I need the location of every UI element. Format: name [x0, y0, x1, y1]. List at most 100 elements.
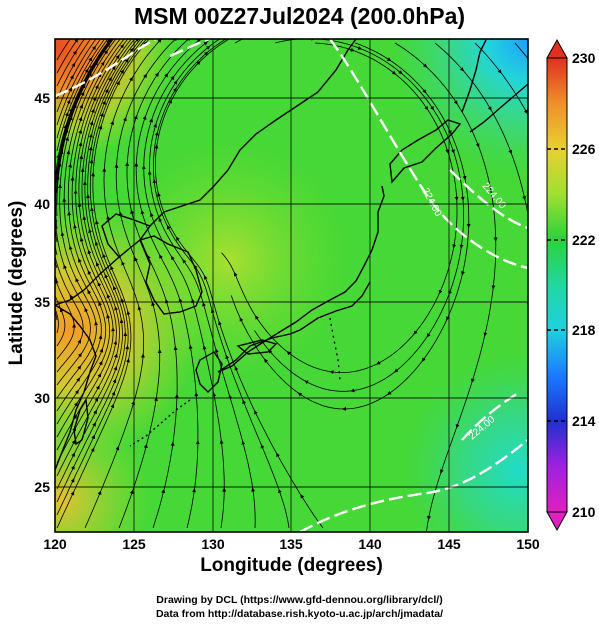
- coastline-honshu-south: [217, 281, 371, 373]
- streamline-arrow: [64, 128, 69, 134]
- streamline: [56, 39, 144, 503]
- streamline-arrow: [455, 423, 460, 429]
- streamline-arrow: [239, 317, 244, 322]
- streamline-arrow: [97, 282, 102, 287]
- coastline-ryukyu: [129, 399, 191, 447]
- streamline-arrow: [137, 306, 142, 311]
- streamline-arrow: [129, 47, 134, 53]
- streamline-arrow: [91, 45, 96, 51]
- streamline-arrow: [88, 228, 93, 234]
- streamline-arrow: [73, 402, 78, 407]
- streamline-arrow: [161, 488, 166, 494]
- streamline-arrow: [113, 353, 118, 359]
- streamline: [514, 42, 528, 59]
- streamline: [55, 254, 84, 373]
- streamline-arrow: [65, 136, 70, 142]
- streamline-arrow: [126, 310, 131, 316]
- streamline-arrow: [149, 212, 154, 217]
- streamline-arrow: [60, 231, 65, 237]
- streamline: [434, 42, 528, 218]
- streamline-arrow: [88, 146, 93, 151]
- streamline-arrow: [182, 259, 187, 264]
- streamline-arrow: [508, 149, 513, 155]
- streamline-arrow: [233, 272, 238, 277]
- streamline: [56, 39, 129, 438]
- streamline-arrow: [77, 339, 81, 344]
- streamline-arrow: [98, 125, 103, 130]
- coastline-korea: [139, 235, 203, 315]
- streamline-arrow: [94, 84, 99, 90]
- streamline: [394, 42, 497, 532]
- x-tick-label: 130: [201, 536, 225, 552]
- streamline-arrow: [461, 270, 465, 276]
- coastline-shikoku: [236, 339, 278, 355]
- streamline: [56, 39, 91, 100]
- contour-line-se: [299, 439, 528, 532]
- streamline-arrow: [143, 443, 148, 449]
- streamline-arrow: [108, 76, 112, 82]
- streamline-arrow: [153, 123, 157, 128]
- streamline-arrow: [483, 332, 488, 337]
- streamline: [254, 39, 464, 392]
- colorbar-scale: [546, 57, 568, 513]
- streamline-arrow: [212, 392, 217, 397]
- streamline-arrow: [159, 254, 163, 259]
- streamline-arrow: [69, 74, 74, 80]
- contour-line-se-inner: [461, 390, 521, 441]
- streamline-arrow: [106, 42, 111, 48]
- streamline-arrow: [204, 275, 208, 280]
- contour-line-ne: [329, 39, 528, 270]
- streamline-arrow: [421, 357, 426, 362]
- streamline-arrow: [120, 69, 124, 74]
- streamline-arrow: [151, 301, 156, 307]
- streamline-arrow: [350, 47, 355, 52]
- streamline-arrow: [398, 70, 403, 75]
- streamline-arrow: [92, 422, 96, 427]
- streamline-arrow: [103, 49, 108, 55]
- streamline-arrow: [475, 143, 480, 148]
- x-tick-label: 145: [437, 536, 461, 552]
- streamline: [474, 42, 528, 116]
- streamline-arrow: [70, 465, 75, 470]
- streamline-arrow: [63, 264, 68, 270]
- streamline-arrow: [387, 390, 392, 395]
- streamline-arrow: [110, 403, 115, 409]
- streamline-arrow: [205, 45, 211, 50]
- streamline-arrow: [87, 289, 92, 295]
- streamline-arrow: [168, 99, 173, 104]
- coastline-kurils: [469, 83, 528, 133]
- streamline-arrow: [111, 65, 116, 71]
- streamline-arrow: [147, 254, 151, 260]
- streamline-arrow: [156, 192, 161, 197]
- streamline: [149, 39, 256, 529]
- streamline-arrow: [234, 366, 239, 371]
- streamline: [55, 39, 112, 386]
- streamline-arrow: [171, 255, 175, 261]
- chart-title: MSM 00Z27Jul2024 (200.0hPa): [133, 3, 466, 29]
- streamline-arrow: [376, 360, 381, 365]
- streamline-arrow: [170, 75, 175, 81]
- streamline-arrow: [88, 56, 93, 62]
- streamline: [56, 39, 71, 61]
- streamline-arrow: [94, 241, 99, 246]
- streamline-arrow: [166, 225, 171, 230]
- colorbar-bottom-arrow: [546, 511, 568, 532]
- streamline-arrow: [297, 392, 303, 397]
- coastline-mainland: [55, 39, 357, 306]
- streamline-arrow: [87, 270, 92, 275]
- streamline-arrow: [106, 215, 111, 221]
- y-tick-label: 25: [34, 479, 50, 495]
- streamline-arrow: [60, 141, 65, 146]
- streamline-arrow: [95, 385, 100, 390]
- streamline-arrow: [453, 100, 458, 105]
- streamline-arrow: [78, 129, 83, 134]
- streamline-arrow: [451, 149, 455, 154]
- contour-line-nw-inner: [169, 39, 211, 58]
- coastline-bohai: [101, 213, 151, 259]
- streamline: [56, 39, 142, 490]
- streamline-arrow: [129, 76, 133, 82]
- streamline-arrow: [173, 80, 178, 85]
- streamline-arrow: [64, 122, 69, 128]
- streamline-arrow: [203, 41, 208, 46]
- streamline-arrow: [104, 88, 109, 93]
